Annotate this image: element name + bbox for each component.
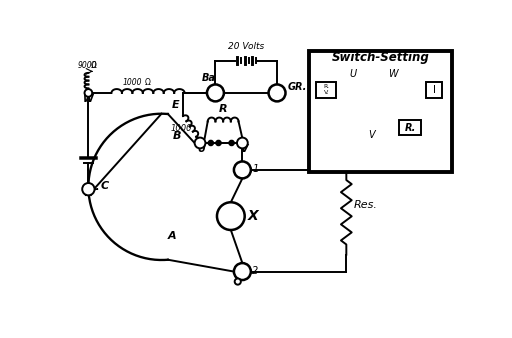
Text: Switch-Setting: Switch-Setting [331,51,429,64]
Text: $\Omega$: $\Omega$ [144,76,152,87]
Text: GR.: GR. [288,82,307,92]
Circle shape [358,124,364,131]
Circle shape [234,263,251,280]
Circle shape [346,88,352,94]
Circle shape [369,88,375,94]
Circle shape [237,138,248,148]
Text: B: B [173,131,182,141]
Text: Res.: Res. [354,200,378,211]
Circle shape [390,88,396,94]
Bar [399,120,421,135]
Text: 20 Volts: 20 Volts [228,42,264,51]
Text: W: W [83,94,94,104]
Circle shape [229,141,234,145]
Circle shape [84,89,92,97]
Circle shape [358,88,364,94]
Circle shape [82,183,95,195]
Text: 2: 2 [252,266,259,276]
Bar [426,82,442,98]
Text: 1000: 1000 [171,124,193,134]
Circle shape [419,88,425,94]
Circle shape [335,88,341,94]
Text: A: A [168,231,176,241]
Text: R: R [219,104,227,114]
Circle shape [369,124,375,131]
Circle shape [335,123,344,132]
Text: W: W [389,69,398,79]
Circle shape [195,138,205,148]
Text: U: U [350,69,357,79]
Text: 1000: 1000 [122,78,142,87]
Text: R.
V.: R. V. [323,84,329,95]
Text: U: U [198,144,205,154]
Text: R.: R. [404,123,416,132]
Text: I: I [433,85,436,95]
Text: C: C [101,181,109,191]
Text: 9000: 9000 [78,61,97,70]
Circle shape [234,279,241,285]
Text: $\Omega$: $\Omega$ [90,59,97,70]
Circle shape [217,202,245,230]
Text: X: X [248,209,259,223]
Bar [316,82,336,98]
Circle shape [234,162,251,178]
Circle shape [386,124,392,131]
Text: V: V [240,144,248,154]
Text: V: V [369,130,375,140]
Text: Ba: Ba [202,73,216,83]
Text: 1: 1 [252,164,259,174]
Circle shape [269,84,286,101]
Circle shape [379,88,386,94]
Text: E: E [172,100,179,110]
Bar [309,51,452,172]
Circle shape [216,141,221,145]
Circle shape [402,88,409,94]
Circle shape [207,84,224,101]
Circle shape [208,141,213,145]
